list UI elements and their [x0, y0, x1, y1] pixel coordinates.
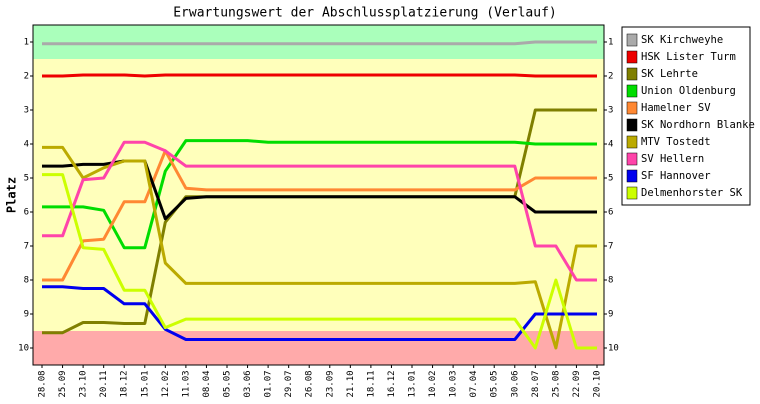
x-tick-label: 13.01 [408, 370, 418, 397]
x-tick-label: 23.09 [325, 370, 335, 397]
y-tick-label-right: 1 [608, 38, 613, 48]
y-tick-label: 10 [18, 344, 29, 354]
y-tick-label: 6 [24, 208, 29, 218]
x-tick-label: 26.08 [305, 370, 315, 397]
chart-title: Erwartungswert der Abschlussplatzierung … [173, 6, 557, 21]
plot-frame [32, 24, 605, 366]
legend-swatch [626, 169, 638, 183]
x-tick-label: 25.08 [551, 370, 561, 397]
y-tick-label: 1 [24, 38, 29, 48]
y-tick-label-right: 2 [608, 72, 613, 82]
y-tick-label-right: 5 [608, 174, 613, 184]
y-tick-label-right: 3 [608, 106, 613, 116]
x-tick-label: 10.03 [449, 370, 459, 397]
x-tick-label: 08.04 [202, 370, 212, 397]
legend-label: HSK Lister Turm [641, 51, 736, 63]
y-tick-label-right: 4 [608, 140, 613, 150]
x-tick-label: 29.07 [284, 370, 294, 397]
x-tick-label: 20.10 [593, 370, 603, 397]
y-tick-label: 7 [24, 242, 29, 252]
x-tick-label: 10.02 [428, 370, 438, 397]
x-tick-label: 18.11 [366, 370, 376, 397]
x-tick-label: 11.03 [181, 370, 191, 397]
series-line [42, 149, 597, 282]
legend-swatch [626, 101, 638, 115]
series-line [42, 140, 597, 282]
x-tick-label: 23.10 [79, 370, 89, 397]
x-tick-label: 07.04 [469, 370, 479, 397]
x-tick-label: 30.06 [510, 370, 520, 397]
x-tick-label: 21.10 [346, 370, 356, 397]
y-tick-label: 9 [24, 310, 29, 320]
series-line [42, 73, 597, 78]
y-tick-label-right: 9 [608, 310, 613, 320]
x-tick-label: 05.05 [490, 370, 500, 397]
y-tick-label: 5 [24, 174, 29, 184]
x-tick-label: 20.11 [99, 370, 109, 397]
legend-swatch [626, 186, 638, 200]
series-line [42, 145, 597, 350]
y-axis-label: Platz [5, 177, 19, 213]
band [33, 59, 604, 331]
x-tick-label: 15.01 [140, 370, 150, 397]
x-tick-label: 16.12 [387, 370, 397, 397]
x-tick-label: 12.02 [161, 370, 171, 397]
legend-swatch [626, 135, 638, 149]
y-tick-label: 2 [24, 72, 29, 82]
x-tick-label: 28.08 [38, 370, 48, 397]
y-tick-label: 8 [24, 276, 29, 286]
y-tick-label-right: 10 [608, 344, 619, 354]
legend-label: Union Oldenburg [641, 85, 736, 97]
x-tick-label: 03.06 [243, 370, 253, 397]
x-tick-label: 01.07 [264, 370, 274, 397]
legend-label: Hamelner SV [641, 102, 711, 114]
legend-swatch [626, 50, 638, 64]
y-tick-label-right: 7 [608, 242, 613, 252]
series-line [42, 40, 597, 46]
legend-label: MTV Tostedt [641, 136, 711, 148]
legend-label: SV Hellern [641, 153, 704, 165]
legend-label: SK Lehrte [641, 68, 698, 80]
legend-label: Delmenhorster SK [641, 187, 743, 199]
legend-box [621, 26, 751, 206]
legend-swatch [626, 84, 638, 98]
y-tick-label: 3 [24, 106, 29, 116]
y-tick-label: 4 [24, 140, 29, 150]
x-tick-label: 05.05 [223, 370, 233, 397]
x-tick-label: 28.07 [531, 370, 541, 397]
series-line [42, 139, 597, 250]
y-tick-label-right: 8 [608, 276, 613, 286]
series-line [42, 173, 597, 350]
band [33, 25, 604, 59]
legend-swatch [626, 152, 638, 166]
x-tick-label: 18.12 [120, 370, 130, 397]
band [33, 331, 604, 365]
series-line [42, 285, 597, 341]
legend-label: SF Hannover [641, 170, 711, 182]
legend-swatch [626, 118, 638, 132]
legend-label: SK Nordhorn Blanke [641, 119, 755, 131]
legend-swatch [626, 67, 638, 81]
legend-label: SK Kirchweyhe [641, 34, 723, 46]
x-tick-label: 22.09 [572, 370, 582, 397]
legend-swatch [626, 33, 638, 47]
y-tick-label-right: 6 [608, 208, 613, 218]
x-tick-label: 25.09 [58, 370, 68, 397]
